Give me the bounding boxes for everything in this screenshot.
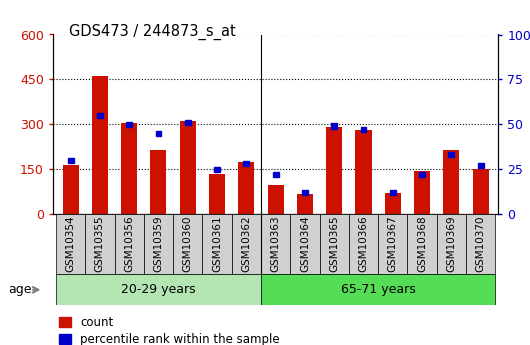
- Text: GSM10354: GSM10354: [66, 216, 76, 273]
- Text: GSM10356: GSM10356: [124, 216, 134, 273]
- Bar: [85, 214, 114, 274]
- Bar: [408, 214, 437, 274]
- Text: GSM10369: GSM10369: [446, 216, 456, 273]
- Bar: [385, 193, 401, 214]
- Text: age: age: [8, 283, 32, 296]
- Bar: [68, 158, 74, 162]
- Bar: [232, 214, 261, 274]
- Bar: [356, 130, 372, 214]
- Text: GSM10363: GSM10363: [271, 216, 280, 273]
- Bar: [448, 152, 454, 157]
- Text: GSM10362: GSM10362: [241, 216, 251, 273]
- Bar: [144, 214, 173, 274]
- Bar: [114, 214, 144, 274]
- Text: GSM10370: GSM10370: [475, 216, 485, 272]
- Bar: [297, 195, 313, 214]
- Bar: [272, 172, 279, 177]
- Text: GSM10359: GSM10359: [154, 216, 163, 273]
- Bar: [349, 214, 378, 274]
- Bar: [56, 214, 85, 274]
- Bar: [320, 214, 349, 274]
- Bar: [56, 274, 261, 305]
- Bar: [209, 174, 225, 214]
- Bar: [437, 214, 466, 274]
- Text: GSM10364: GSM10364: [300, 216, 310, 273]
- Text: 65-71 years: 65-71 years: [341, 283, 416, 296]
- Bar: [290, 214, 320, 274]
- Bar: [478, 163, 483, 168]
- Bar: [185, 120, 191, 125]
- Bar: [92, 76, 108, 214]
- Text: GSM10365: GSM10365: [329, 216, 339, 273]
- Bar: [180, 121, 196, 214]
- Bar: [243, 161, 249, 166]
- Text: GSM10361: GSM10361: [212, 216, 222, 273]
- Bar: [155, 131, 161, 136]
- Legend: count, percentile rank within the sample: count, percentile rank within the sample: [59, 316, 280, 345]
- Bar: [443, 150, 460, 214]
- Bar: [390, 190, 396, 195]
- Text: GSM10367: GSM10367: [388, 216, 398, 273]
- Bar: [173, 214, 202, 274]
- Bar: [326, 127, 342, 214]
- Text: GSM10368: GSM10368: [417, 216, 427, 273]
- Bar: [331, 124, 337, 128]
- Bar: [214, 167, 220, 171]
- Bar: [360, 127, 366, 132]
- Bar: [268, 186, 284, 214]
- Bar: [63, 165, 78, 214]
- Bar: [126, 122, 132, 127]
- Text: GSM10355: GSM10355: [95, 216, 105, 273]
- Bar: [97, 113, 103, 118]
- Bar: [473, 169, 489, 214]
- Text: GSM10366: GSM10366: [358, 216, 368, 273]
- Bar: [419, 172, 425, 177]
- Bar: [261, 214, 290, 274]
- Bar: [151, 150, 166, 214]
- Bar: [378, 214, 408, 274]
- Bar: [414, 170, 430, 214]
- Bar: [121, 123, 137, 214]
- Bar: [202, 214, 232, 274]
- Text: 20-29 years: 20-29 years: [121, 283, 196, 296]
- Text: GDS473 / 244873_s_at: GDS473 / 244873_s_at: [69, 24, 236, 40]
- Text: GSM10360: GSM10360: [183, 216, 193, 272]
- Bar: [302, 190, 308, 195]
- Bar: [466, 214, 495, 274]
- Bar: [238, 161, 254, 214]
- Bar: [261, 274, 495, 305]
